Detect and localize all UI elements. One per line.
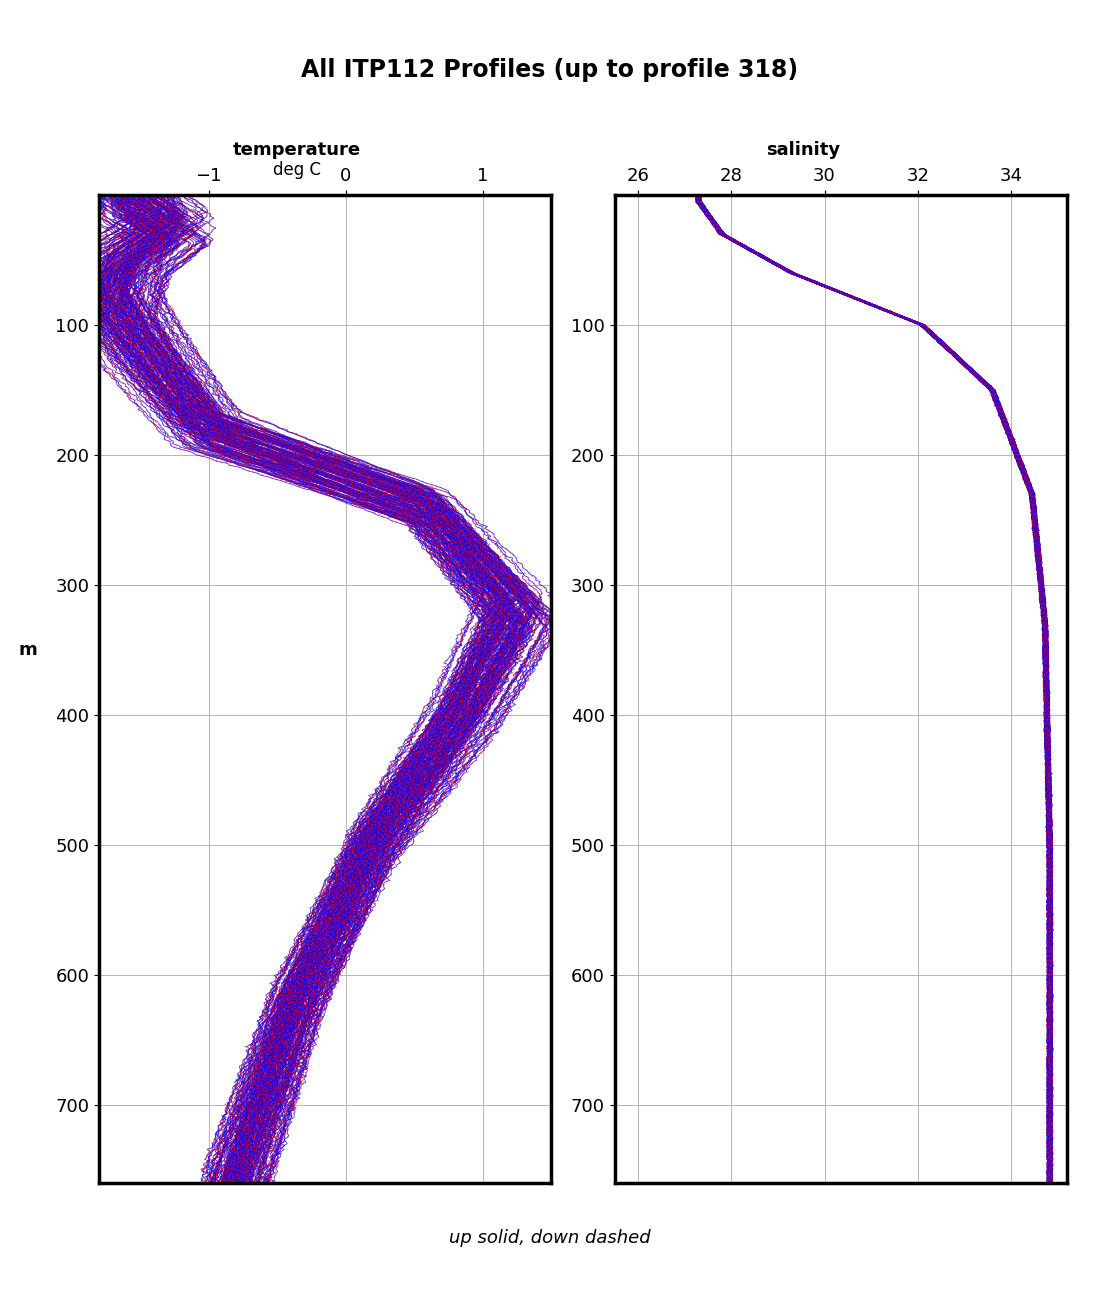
Text: salinity: salinity — [766, 140, 840, 159]
Text: up solid, down dashed: up solid, down dashed — [449, 1228, 651, 1247]
Text: temperature: temperature — [233, 140, 361, 159]
Text: deg C: deg C — [273, 161, 321, 179]
Text: m: m — [18, 641, 37, 659]
Text: All ITP112 Profiles (up to profile 318): All ITP112 Profiles (up to profile 318) — [301, 58, 799, 82]
